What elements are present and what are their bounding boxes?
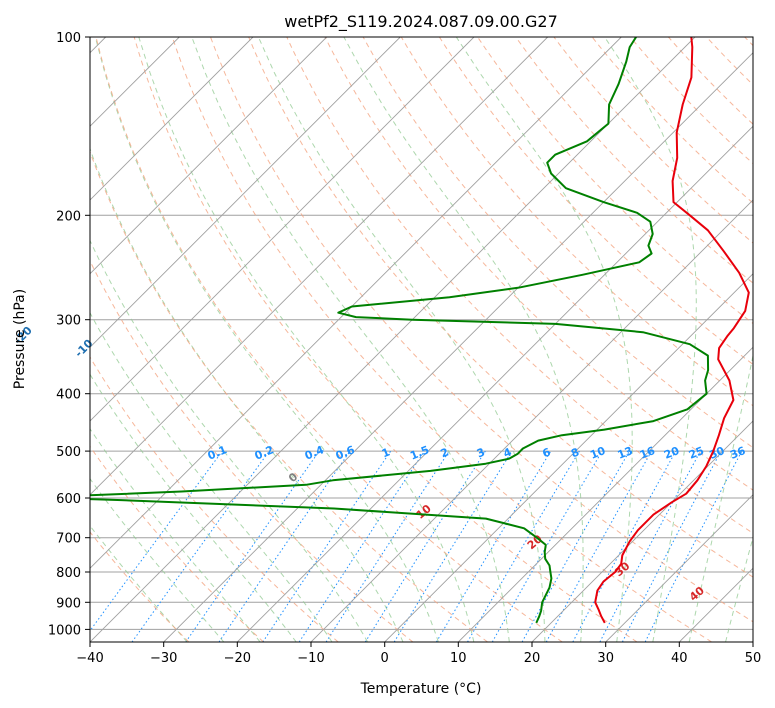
- mixing-ratio-line: [185, 450, 320, 642]
- mixing-ratio-line: [90, 450, 223, 632]
- mixing-ratio-line: [521, 450, 630, 642]
- grid-lines: [90, 37, 753, 630]
- mixing-ratio-line: [218, 450, 351, 642]
- moist-adiabat-line: [455, 37, 633, 642]
- x-tick-label: 0: [381, 651, 389, 666]
- mixing-ratio-label: 16: [638, 444, 657, 462]
- dry-adiabat-line: [286, 37, 753, 534]
- y-tick-label: 1000: [48, 623, 81, 638]
- isotherm-line: [236, 125, 753, 642]
- isotherm-line: [384, 273, 753, 642]
- mixing-ratio-label: 20: [662, 444, 681, 462]
- x-tick-label: −20: [224, 651, 251, 666]
- mixing-ratio-label: 3: [475, 445, 487, 460]
- mixing-ratio-label: 1: [380, 445, 392, 460]
- isotherm-line: [605, 494, 753, 642]
- moist-adiabat-line: [90, 477, 225, 642]
- x-axis-ticks: −40 −30 −20 −10 0 10 20 30 40 50: [76, 642, 761, 666]
- mixing-ratio-line: [435, 450, 552, 642]
- isotherm-line: [90, 37, 696, 642]
- dry-adiabat-line: [210, 37, 753, 623]
- x-tick-label: 40: [671, 651, 688, 666]
- dry-adiabat-line: [90, 531, 190, 642]
- mixing-ratio-lines: [90, 450, 743, 642]
- y-tick-label: 400: [56, 388, 81, 403]
- y-tick-label: 500: [56, 445, 81, 460]
- mixing-ratio-label: 36: [728, 444, 747, 462]
- dewpoint-profile-line: [90, 37, 710, 624]
- x-tick-label: −10: [297, 651, 324, 666]
- dry-adiabat-line: [248, 37, 753, 578]
- moist-adiabat-line: [343, 37, 584, 642]
- dry-adiabat-line: [90, 259, 414, 642]
- isotherm-line: [457, 346, 753, 642]
- x-tick-label: −30: [150, 651, 177, 666]
- moist-adiabat-line: [90, 311, 333, 642]
- mixing-ratio-line: [572, 450, 677, 642]
- isotherm-line: [90, 37, 254, 201]
- moist-adiabat-line: [138, 37, 475, 642]
- y-tick-label: 800: [56, 566, 81, 581]
- moist-adiabat-line: [90, 373, 297, 642]
- dry-adiabat-line: [400, 37, 753, 407]
- x-axis-label: Temperature (°C): [360, 681, 482, 697]
- mixing-ratio-line: [393, 450, 513, 642]
- mixing-ratio-label: 8: [569, 445, 581, 460]
- isotherm-line: [163, 52, 753, 642]
- mixing-ratio-line: [467, 450, 580, 642]
- dry-adiabat-line: [324, 37, 753, 491]
- y-tick-label: 200: [56, 209, 81, 224]
- moist-adiabat-line: [257, 37, 546, 642]
- moist-adiabat-line: [90, 427, 261, 642]
- mixing-ratio-label: 10: [588, 444, 607, 462]
- x-tick-label: 20: [524, 651, 541, 666]
- mixing-ratio-line: [131, 450, 270, 642]
- dry-adiabats: [90, 37, 753, 642]
- plot-background: [90, 37, 753, 642]
- isotherm-line: [90, 37, 549, 496]
- y-tick-label: 300: [56, 314, 81, 329]
- dry-adiabat-line: [90, 356, 339, 642]
- mixing-ratio-label: 25: [687, 444, 706, 462]
- chart-title: wetPf2_S119.2024.087.09.00.G27: [284, 12, 558, 32]
- sounding-profiles: [90, 37, 750, 624]
- plot-frame: [89, 36, 754, 643]
- moist-adiabat-line: [94, 37, 439, 642]
- isotherm-line: [90, 37, 328, 275]
- y-tick-label: 700: [56, 532, 81, 547]
- moist-adiabat-line: [90, 147, 404, 642]
- isotherms: [90, 37, 753, 642]
- y-tick-label: 900: [56, 596, 81, 611]
- x-tick-label: 10: [450, 651, 467, 666]
- x-tick-label: −40: [76, 651, 103, 666]
- mixing-ratio-label: 2: [439, 445, 451, 460]
- isotherm-line: [90, 37, 475, 422]
- dry-adiabat-line: [438, 37, 753, 365]
- isotherm-line: [531, 420, 753, 642]
- mixing-ratio-label: 30: [707, 444, 726, 462]
- temperature-profile-line: [594, 37, 750, 624]
- y-axis-label: Pressure (hPa): [12, 289, 28, 389]
- isotherm-line: [90, 37, 622, 569]
- y-tick-label: 100: [56, 31, 81, 46]
- mixing-ratio-line: [491, 450, 603, 642]
- moist-adiabat-line: [90, 239, 369, 642]
- isotherm-line: [752, 641, 753, 642]
- background-line-labels: 0.10.20.40.611.52346810131620253036-100-…: [12, 324, 748, 604]
- isotherm-line: [90, 37, 401, 348]
- x-tick-label: 30: [597, 651, 614, 666]
- mixing-ratio-line: [325, 450, 450, 642]
- mixing-ratio-line: [364, 450, 486, 642]
- mixing-ratio-label: 13: [616, 444, 635, 462]
- dry-adiabat-line: [95, 37, 563, 642]
- dry-adiabat-line: [133, 37, 638, 642]
- y-axis-ticks: 100 200 300 400 500 600 700 800 900 1000: [48, 31, 90, 638]
- isotherm-line: [310, 199, 753, 642]
- x-tick-label: 50: [745, 651, 762, 666]
- y-tick-label: 600: [56, 492, 81, 507]
